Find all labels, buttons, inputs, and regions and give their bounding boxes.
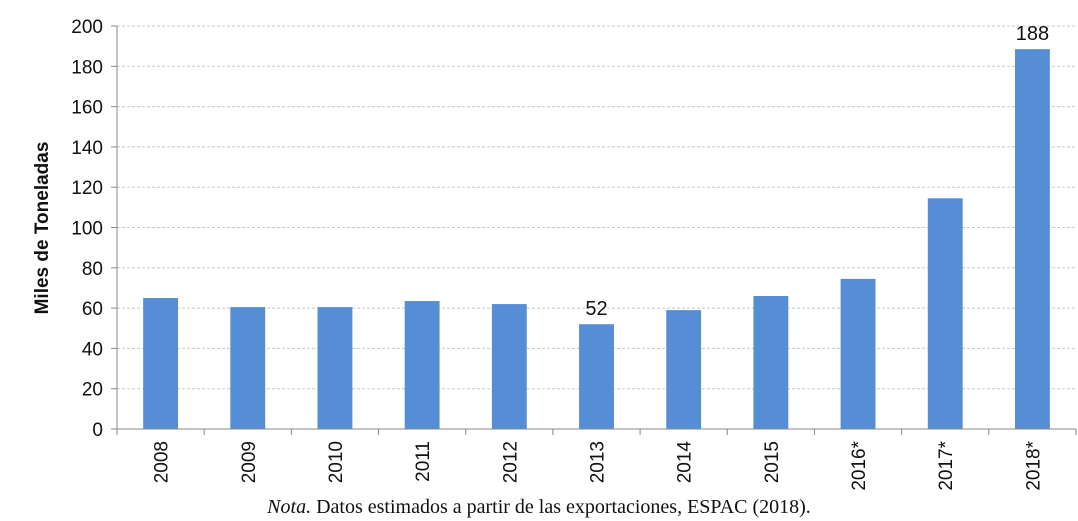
axes: 0 20 40 60 80 100 120 140 160 180 200 2008 2009 2010 2… — [71, 17, 1077, 491]
x-tick-label: 2016* — [849, 440, 870, 490]
chart-note: Nota. Datos estimados a partir de las ex… — [0, 496, 1078, 519]
y-tick-label: 200 — [71, 17, 103, 38]
x-tick-label: 2015 — [762, 441, 783, 483]
bar-2017-est — [927, 198, 963, 429]
y-tick-label: 80 — [82, 259, 103, 280]
bar-2014 — [666, 310, 702, 429]
y-tick-label: 0 — [92, 420, 103, 441]
bar-2015 — [753, 296, 789, 429]
x-tick-label: 2014 — [675, 441, 696, 484]
y-tick-label: 140 — [71, 138, 103, 159]
bar-2009 — [230, 307, 266, 429]
x-tick-label: 2017* — [936, 440, 957, 490]
x-tick-label: 2012 — [500, 441, 521, 483]
bar-2010 — [317, 307, 353, 429]
x-tick-label: 2013 — [588, 441, 609, 483]
bar-2013 — [579, 324, 614, 429]
x-tick-label: 2008 — [152, 441, 173, 483]
x-tick-label: 2011 — [413, 441, 434, 482]
y-tick-label: 120 — [71, 178, 103, 199]
data-label: 52 — [585, 298, 607, 320]
y-tick-label: 160 — [71, 98, 103, 119]
y-tick-label: 20 — [82, 380, 103, 401]
y-tick-label: 100 — [71, 219, 103, 240]
y-tick-label: 60 — [82, 299, 103, 320]
note-prefix: Nota. — [267, 496, 312, 518]
y-tick-label: 40 — [82, 339, 103, 360]
note-text: Datos estimados a partir de las exportac… — [311, 496, 811, 518]
bar-2011 — [404, 301, 440, 429]
x-tick-label: 2018* — [1023, 440, 1044, 490]
y-tick-label: 180 — [71, 57, 103, 78]
y-axis-label: Miles de Toneladas — [32, 142, 53, 315]
bar-chart: 0 20 40 60 80 100 120 140 160 180 200 2008 2009 2010 2… — [32, 17, 1077, 491]
bars — [143, 49, 1050, 430]
bar-2018-est — [1014, 49, 1050, 430]
bar-2012 — [491, 304, 527, 429]
labels: 52 188 — [585, 23, 1049, 320]
bar-2008 — [143, 298, 179, 429]
bar-2016-est — [840, 278, 876, 429]
x-tick-label: 2009 — [239, 441, 260, 483]
data-label: 188 — [1016, 23, 1049, 45]
x-tick-label: 2010 — [326, 441, 347, 483]
